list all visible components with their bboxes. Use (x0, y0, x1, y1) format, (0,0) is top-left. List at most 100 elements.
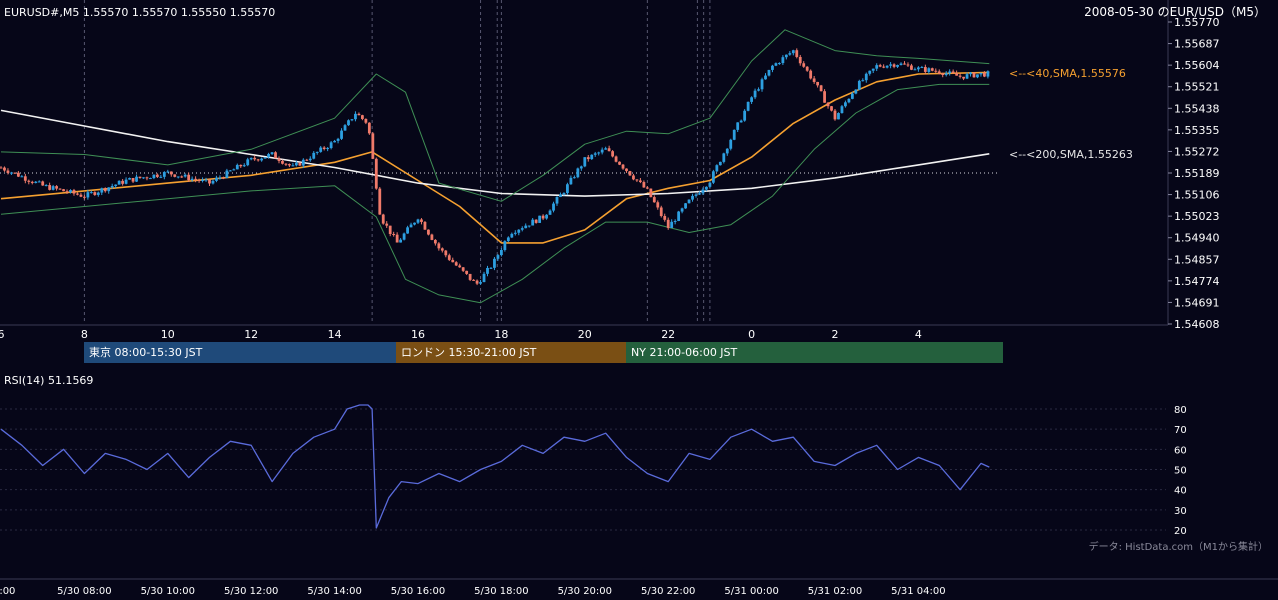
candle-body (176, 176, 180, 178)
candle-body (698, 193, 701, 195)
candle-body (649, 188, 653, 198)
candle-body (159, 176, 163, 178)
candle-body (62, 189, 65, 192)
candle-body (114, 184, 118, 186)
candle-body (632, 175, 635, 180)
candle-body (826, 102, 830, 107)
candle-body (986, 71, 990, 77)
candle-body (482, 273, 486, 283)
candle-body (378, 188, 382, 215)
candle-body (767, 69, 771, 76)
candle-body (235, 164, 239, 170)
candle-body (347, 120, 350, 126)
sma40-label: <--<40,SMA,1.55576 (1009, 67, 1126, 80)
price-tick-label: 1.55189 (1174, 167, 1220, 180)
sma-40-line (0, 71, 990, 244)
rsi-tick-label: 20 (1174, 526, 1187, 537)
candle-body (312, 152, 316, 159)
candle-body (475, 280, 479, 284)
candle-body (816, 81, 820, 86)
candle-body (204, 179, 208, 181)
candle-body (694, 194, 698, 196)
time-tick-label: 5/30 22:00 (641, 586, 695, 597)
candle-body (294, 162, 298, 166)
candle-body (885, 65, 889, 68)
candle-body (701, 189, 705, 194)
candle-body (593, 153, 597, 155)
candle-body (562, 193, 566, 195)
candle-body (180, 176, 184, 178)
candle-body (579, 166, 583, 169)
candle-body (183, 174, 187, 177)
rsi-tick-label: 30 (1174, 506, 1187, 517)
candle-body (652, 197, 656, 203)
candle-body (590, 154, 594, 160)
candle-body (802, 63, 806, 67)
candle-body (479, 282, 482, 284)
candle-body (503, 241, 507, 250)
candle-body (538, 215, 542, 223)
candle-body (274, 152, 277, 159)
candle-body (680, 208, 684, 212)
candle-body (93, 192, 97, 195)
candle-body (288, 164, 291, 166)
candle-body (927, 68, 931, 72)
candle-body (809, 70, 813, 79)
candle-body (51, 186, 55, 190)
candle-body (812, 78, 816, 82)
candle-body (520, 228, 524, 230)
bollinger-lower-line (0, 83, 990, 304)
candle-body (965, 74, 969, 79)
candle-body (30, 181, 34, 183)
candle-body (635, 179, 639, 181)
session-bar-tokyo: 東京 08:00-15:30 JST (84, 342, 396, 363)
hour-tick-label: 14 (328, 328, 342, 341)
candle-body (253, 157, 257, 160)
candle-body (173, 174, 177, 177)
candle-body (864, 73, 868, 81)
candle-body (586, 157, 590, 160)
candle-body (805, 66, 809, 71)
candle-body (225, 170, 229, 178)
candle-body (951, 71, 955, 74)
candle-body (16, 172, 20, 177)
candle-body (6, 170, 10, 173)
candle-body (552, 203, 555, 211)
candle-body (920, 67, 924, 69)
candle-body (788, 53, 792, 55)
candle-body (246, 159, 250, 166)
rsi-tick-label: 60 (1174, 445, 1187, 456)
time-tick-label: 5/30 14:00 (307, 586, 361, 597)
candle-body (645, 187, 649, 189)
candle-body (976, 74, 979, 78)
candle-body (670, 221, 674, 228)
candle-body (517, 229, 521, 233)
candle-body (840, 106, 844, 114)
candle-body (718, 161, 722, 166)
candle-body (367, 122, 371, 134)
candle-body (569, 177, 573, 185)
candle-body (854, 89, 858, 94)
price-tick-label: 1.55604 (1174, 59, 1220, 72)
rsi-tick-label: 70 (1174, 425, 1187, 436)
candle-body (687, 199, 691, 204)
time-tick-label: 5/31 04:00 (891, 586, 945, 597)
candle-body (201, 179, 204, 182)
candle-body (962, 76, 965, 79)
candle-body (541, 215, 545, 219)
candle-body (239, 164, 243, 167)
candle-body (416, 219, 420, 223)
hour-tick-label: 2 (832, 328, 839, 341)
time-tick-label: 5/30 16:00 (391, 586, 445, 597)
candle-body (96, 192, 100, 195)
candle-body (69, 190, 72, 193)
candle-body (190, 178, 194, 181)
candle-body (284, 163, 288, 165)
candle-body (913, 69, 917, 71)
candle-body (743, 110, 747, 121)
candle-body (3, 167, 6, 171)
candle-body (465, 270, 469, 274)
candle-body (725, 148, 729, 154)
candle-body (430, 234, 434, 240)
